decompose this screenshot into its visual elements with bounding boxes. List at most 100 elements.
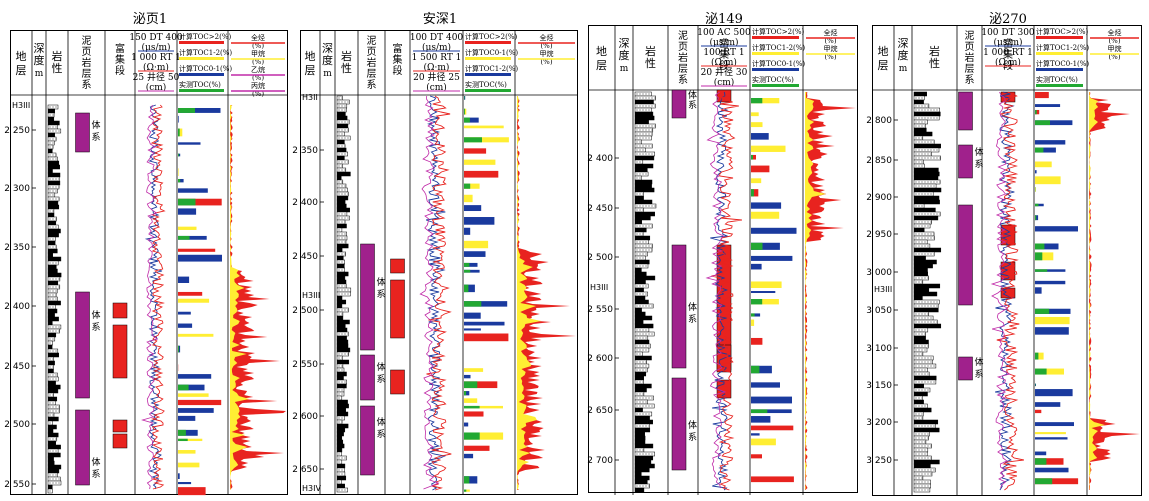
log-header-label: 100 DT 300 bbox=[981, 28, 1035, 38]
lithology-bed bbox=[634, 407, 643, 413]
lithology-dot bbox=[924, 473, 926, 475]
lithology-dot bbox=[642, 153, 644, 155]
lithology-dot bbox=[55, 290, 57, 292]
toc-fill-segment bbox=[1035, 368, 1064, 375]
lithology-dot bbox=[341, 421, 343, 423]
lithology-dot bbox=[654, 125, 656, 127]
toc-fill-segment bbox=[178, 298, 210, 303]
lithology-dot bbox=[636, 109, 638, 111]
lithology-dot bbox=[648, 133, 650, 135]
lithology-dot bbox=[915, 117, 917, 119]
lithology-dot bbox=[915, 245, 917, 247]
caliper-log-curve bbox=[419, 95, 440, 490]
lithology-dot bbox=[927, 485, 929, 487]
lithology-bed bbox=[634, 227, 647, 233]
lithology-dot bbox=[921, 305, 923, 307]
toc-fill-segment bbox=[751, 382, 780, 388]
lithology-dot bbox=[49, 106, 51, 108]
lithology-dot bbox=[915, 137, 917, 139]
lithology-dot bbox=[55, 450, 57, 452]
lithology-dot bbox=[915, 349, 917, 351]
lithology-dot bbox=[636, 209, 638, 211]
lithology-dot bbox=[918, 117, 920, 119]
lithology-dot bbox=[648, 105, 650, 107]
lithology-dot bbox=[930, 305, 932, 307]
lithology-dot bbox=[921, 141, 923, 143]
lithology-dot bbox=[921, 225, 923, 227]
lithology-dot bbox=[636, 337, 638, 339]
lithology-dot bbox=[651, 453, 653, 455]
lithology-bed bbox=[47, 396, 58, 402]
lithology-dot bbox=[924, 361, 926, 363]
depth-tick-label: 2 800 bbox=[866, 116, 892, 126]
lithology-dot bbox=[338, 489, 340, 491]
lithology-dot bbox=[636, 329, 638, 331]
log-header-label: (Ω·m) bbox=[143, 62, 169, 73]
lithology-dot bbox=[924, 253, 926, 255]
toc-fill-segment bbox=[1035, 176, 1061, 185]
gas-legend-label: 甲烷 bbox=[251, 49, 265, 58]
lithology-dot bbox=[930, 361, 932, 363]
lithology-dot bbox=[338, 357, 340, 359]
lithology-dot bbox=[648, 109, 650, 111]
lithology-dot bbox=[918, 237, 920, 239]
header-depth-unit: m bbox=[323, 69, 332, 79]
lithology-dot bbox=[338, 369, 340, 371]
lithology-dot bbox=[651, 105, 653, 107]
lithology-dot bbox=[651, 97, 653, 99]
lithology-bed bbox=[47, 320, 53, 326]
lithology-bed bbox=[913, 399, 924, 405]
lithology-dot bbox=[921, 117, 923, 119]
lithology-dot bbox=[636, 397, 638, 399]
lithology-bed bbox=[634, 259, 650, 265]
toc-fill-segment bbox=[1035, 432, 1066, 435]
header-shale-system: 层 bbox=[678, 63, 688, 75]
toc-fill-segment bbox=[1035, 147, 1056, 153]
lithology-bed bbox=[913, 91, 927, 97]
depth-tick-label: 3 200 bbox=[866, 418, 892, 428]
depth-tick-label: 2 400 bbox=[4, 302, 30, 312]
depth-tick-label: 3 250 bbox=[866, 456, 892, 466]
toc-fill-segment bbox=[464, 125, 504, 129]
header-depth-unit: m bbox=[899, 64, 908, 74]
lithology-dot bbox=[918, 233, 920, 235]
system-label: 体 bbox=[377, 361, 386, 373]
lithology-dot bbox=[921, 489, 923, 491]
lithology-dot bbox=[642, 149, 644, 151]
lithology-dot bbox=[341, 393, 343, 395]
lithology-dot bbox=[924, 481, 926, 483]
depth-tick-label: 2 450 bbox=[587, 204, 613, 214]
depth-tick-label: 3 000 bbox=[866, 268, 892, 278]
lithology-dot bbox=[338, 481, 340, 483]
lithology-dot bbox=[52, 262, 54, 264]
lithology-dot bbox=[52, 238, 54, 240]
lithology-dot bbox=[636, 349, 638, 351]
toc-fill-segment bbox=[464, 328, 481, 331]
toc-legend-label: 计算TOC0-1(%) bbox=[179, 64, 232, 73]
lithology-dot bbox=[344, 489, 346, 491]
lithology-bed bbox=[47, 236, 56, 242]
lithology-dot bbox=[924, 405, 926, 407]
lithology-bed bbox=[47, 316, 59, 322]
toc-fill-segment bbox=[178, 178, 184, 183]
shale-system-bar bbox=[671, 377, 687, 471]
lithology-bed bbox=[634, 163, 654, 169]
system-label: 体 bbox=[688, 89, 697, 101]
header-lithology: 岩 bbox=[645, 44, 656, 58]
lithology-dot bbox=[341, 353, 343, 355]
total-gas-area bbox=[517, 96, 576, 490]
toc-fill-segment bbox=[464, 117, 479, 123]
lithology-bed bbox=[47, 352, 59, 358]
lithology-dot bbox=[55, 130, 57, 132]
lithology-dot bbox=[921, 473, 923, 475]
gas-legend-label: (%) bbox=[824, 53, 836, 61]
depth-tick-label: 2 600 bbox=[587, 354, 613, 364]
lithology-bed bbox=[634, 487, 645, 493]
lithology-dot bbox=[933, 237, 935, 239]
toc-fill-segment bbox=[464, 422, 469, 427]
lithology-dot bbox=[636, 333, 638, 335]
caliper-log-curve bbox=[141, 104, 159, 490]
header-enrich: 富 bbox=[719, 37, 729, 50]
lithology-dot bbox=[915, 369, 917, 371]
